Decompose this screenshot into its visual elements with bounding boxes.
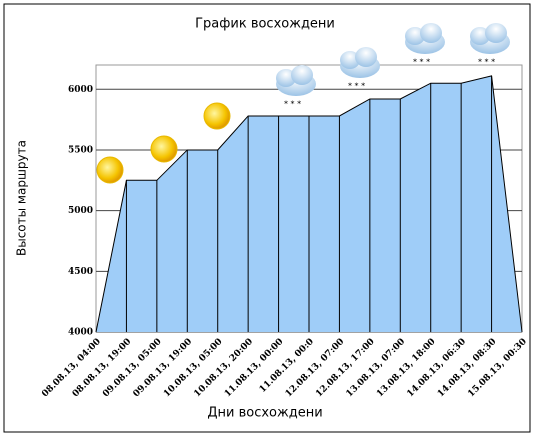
x-tick-label: 09.08.13, 05:00 bbox=[101, 337, 164, 400]
x-tick-label: 14.08.13, 08:30 bbox=[436, 337, 499, 400]
x-tick-label: 12.08.13, 07:00 bbox=[284, 337, 347, 400]
x-tick-label: 15.08.13, 00:30 bbox=[466, 337, 529, 400]
y-axis-label: Высоты маршрута bbox=[15, 140, 29, 256]
y-tick-label: 4000 bbox=[68, 328, 93, 338]
x-tick-label: 13.08.13, 18:00 bbox=[375, 337, 438, 400]
x-tick-label: 08.08.13, 04:00 bbox=[40, 337, 103, 400]
line bbox=[95, 75, 523, 333]
x-tick-label: 12.08.13, 17:00 bbox=[314, 337, 377, 400]
x-tick-label: 14.08.13, 06:30 bbox=[405, 337, 468, 400]
x-axis-label: Дни восхождени bbox=[207, 406, 322, 421]
x-tick-label: 10.08.13, 05:00 bbox=[162, 337, 225, 400]
y-tick-label: 5000 bbox=[68, 206, 93, 216]
y-tick-label: 5500 bbox=[68, 145, 93, 155]
x-tick-label: 10.08.13, 20:00 bbox=[192, 337, 255, 400]
x-tick-label: 08.08.13, 19:00 bbox=[71, 337, 134, 400]
y-tick-label: 6000 bbox=[68, 85, 93, 95]
border bbox=[3, 3, 531, 433]
y-tick-label: 4500 bbox=[68, 267, 93, 277]
x-tick-label: 11.08.13, 00:00 bbox=[223, 337, 286, 400]
x-tick-label: 11.08.13, 00:0 bbox=[258, 337, 316, 395]
x-tick-label: 13.08.13, 07:00 bbox=[345, 337, 408, 400]
chart-title: График восхождени bbox=[195, 17, 335, 32]
x-tick-label: 09.08.13, 19:00 bbox=[132, 337, 195, 400]
